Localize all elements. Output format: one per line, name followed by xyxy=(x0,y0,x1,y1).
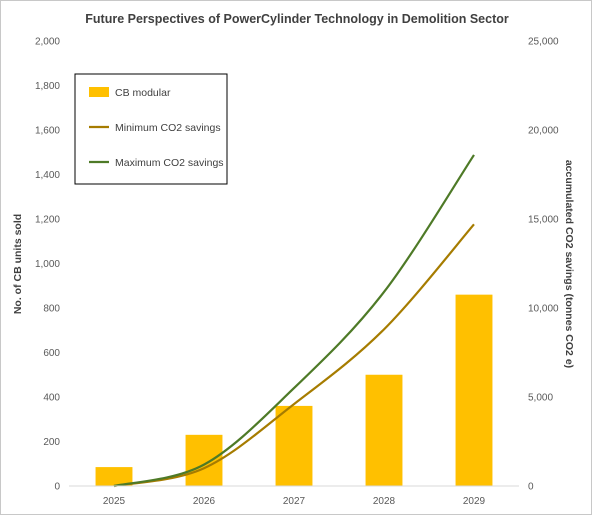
y2-tick-label: 25,000 xyxy=(528,37,559,48)
y-tick-label: 1,400 xyxy=(35,170,60,181)
y-tick-label: 1,200 xyxy=(35,215,60,226)
y2-tick-label: 20,000 xyxy=(528,126,559,137)
y2-tick-label: 15,000 xyxy=(528,215,559,226)
y-tick-label: 2,000 xyxy=(35,37,60,48)
y-tick-label: 1,000 xyxy=(35,259,60,270)
legend-swatch-0 xyxy=(89,87,109,97)
bar-2029 xyxy=(455,294,493,486)
x-tick-label: 2029 xyxy=(463,496,486,507)
legend-label-2: Maximum CO2 savings xyxy=(115,157,224,169)
y-tick-label: 1,600 xyxy=(35,126,60,137)
y-tick-label: 200 xyxy=(43,437,60,448)
bars-layer xyxy=(95,294,493,486)
y-tick-label: 800 xyxy=(43,304,60,315)
bar-2026 xyxy=(185,434,223,486)
y-tick-label: 0 xyxy=(54,482,60,493)
series-line-1 xyxy=(113,223,475,488)
legend-label-1: Minimum CO2 savings xyxy=(115,122,221,134)
y2-tick-label: 10,000 xyxy=(528,304,559,315)
x-tick-label: 2025 xyxy=(103,496,126,507)
y2-axis-title: accumulated CO2 savings (tonnes CO2 e) xyxy=(563,160,575,368)
y2-tick-label: 5,000 xyxy=(528,393,553,404)
bar-2027 xyxy=(275,405,313,486)
legend-label-0: CB modular xyxy=(115,87,171,99)
legend: CB modular Minimum CO2 savings Maximum CO2… xyxy=(74,73,228,185)
y-tick-label: 400 xyxy=(43,393,60,404)
lines-layer xyxy=(113,154,475,488)
series-line-2 xyxy=(113,154,475,488)
y2-tick-label: 0 xyxy=(528,482,534,493)
bar-2025 xyxy=(95,467,133,486)
y-tick-label: 1,800 xyxy=(35,81,60,92)
chart-title: Future Perspectives of PowerCylinder Tec… xyxy=(85,12,509,26)
y-axis-title: No. of CB units sold xyxy=(12,214,24,314)
x-tick-label: 2026 xyxy=(193,496,216,507)
bar-2028 xyxy=(365,374,403,486)
x-tick-label: 2028 xyxy=(373,496,396,507)
x-tick-label: 2027 xyxy=(283,496,306,507)
y-tick-label: 600 xyxy=(43,348,60,359)
axes-layer: 0 200 400 600 800 1,000 1,200 1,400 1,600 1,800 2,… xyxy=(35,37,559,508)
